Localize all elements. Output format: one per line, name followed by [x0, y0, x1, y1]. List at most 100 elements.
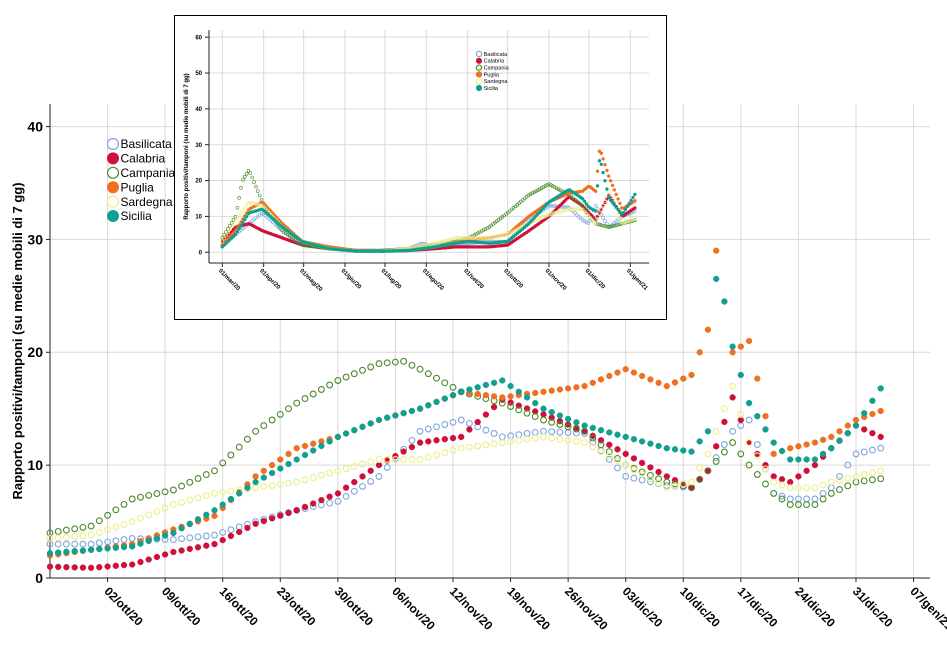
data-point [202, 492, 210, 500]
data-point [87, 546, 95, 553]
data-point [589, 379, 596, 386]
data-point [246, 168, 251, 173]
legend-marker-sicilia [107, 210, 119, 222]
data-point [608, 193, 613, 197]
data-point [573, 419, 580, 426]
data-point [548, 428, 556, 436]
data-point [392, 412, 399, 419]
data-point [482, 411, 490, 418]
data-point [137, 514, 144, 522]
data-point [334, 490, 342, 497]
data-point [507, 393, 514, 400]
data-point [129, 561, 136, 568]
data-point [375, 472, 383, 480]
data-point [828, 445, 835, 452]
data-point [433, 241, 437, 246]
data-point [482, 392, 490, 399]
data-point [161, 488, 169, 496]
y-tick-label: 40 [27, 118, 43, 134]
data-point [235, 216, 240, 220]
data-point [515, 227, 520, 232]
data-point [483, 227, 488, 231]
data-point [556, 428, 564, 436]
data-point [704, 428, 712, 435]
data-point [836, 437, 843, 444]
legend-label-puglia: Puglia [121, 180, 155, 194]
data-point [577, 207, 581, 211]
y-tick-label: 60 [195, 35, 202, 41]
data-point [359, 473, 366, 480]
data-point [729, 349, 736, 356]
data-point [540, 388, 547, 395]
data-point [95, 528, 103, 536]
data-point [631, 218, 635, 223]
data-point [310, 440, 317, 447]
data-point [562, 208, 566, 213]
data-point [252, 484, 260, 492]
data-point [233, 232, 238, 237]
data-point [326, 469, 334, 477]
data-point [226, 230, 230, 235]
data-point [457, 236, 462, 240]
data-point [616, 197, 620, 201]
data-point [515, 406, 523, 414]
data-point [79, 532, 87, 540]
data-point [794, 484, 802, 492]
data-point [537, 187, 542, 191]
data-point [277, 512, 284, 519]
data-point [71, 547, 78, 555]
data-point [112, 523, 120, 531]
data-point [612, 203, 617, 207]
x-tick-label: 01/apr/20 [258, 268, 281, 291]
data-point [260, 483, 268, 491]
data-point [627, 219, 632, 223]
data-point [260, 467, 267, 474]
data-point [688, 448, 695, 455]
data-point [490, 430, 498, 437]
data-point [170, 529, 177, 537]
data-point [441, 379, 449, 387]
data-point [408, 361, 416, 369]
data-point [556, 210, 561, 214]
data-point [466, 236, 471, 240]
data-point [441, 395, 448, 402]
data-point [608, 179, 613, 183]
data-point [614, 369, 621, 376]
y-tick-label: 20 [195, 179, 202, 185]
data-point [753, 452, 761, 460]
data-point [326, 499, 334, 507]
data-point [588, 215, 592, 220]
data-point [79, 564, 87, 571]
x-tick-label: 06/nov/20 [389, 584, 438, 633]
data-point [224, 230, 228, 234]
data-point [597, 448, 605, 456]
data-point [440, 239, 445, 244]
data-point [71, 525, 79, 533]
data-point [95, 517, 103, 525]
data-point [137, 493, 144, 501]
data-point [564, 385, 572, 392]
y-tick-label: 50 [195, 71, 202, 77]
legend-marker-calabria [475, 57, 483, 64]
data-point [614, 454, 621, 462]
data-point [222, 233, 227, 237]
data-point [762, 465, 769, 473]
data-point [186, 520, 193, 527]
data-point [647, 440, 654, 447]
data-point [610, 224, 615, 228]
data-point [250, 201, 254, 205]
data-point [342, 484, 350, 491]
data-point [367, 467, 374, 474]
data-point [619, 221, 624, 226]
legend-label-sicilia: Sicilia [484, 86, 499, 92]
data-point [465, 419, 473, 427]
data-point [623, 207, 628, 212]
data-point [241, 208, 245, 213]
data-point [252, 201, 256, 206]
data-point [120, 561, 128, 569]
data-point [257, 203, 262, 207]
data-point [449, 392, 457, 399]
data-point [239, 185, 243, 190]
data-point [762, 480, 769, 488]
data-point [334, 467, 342, 475]
